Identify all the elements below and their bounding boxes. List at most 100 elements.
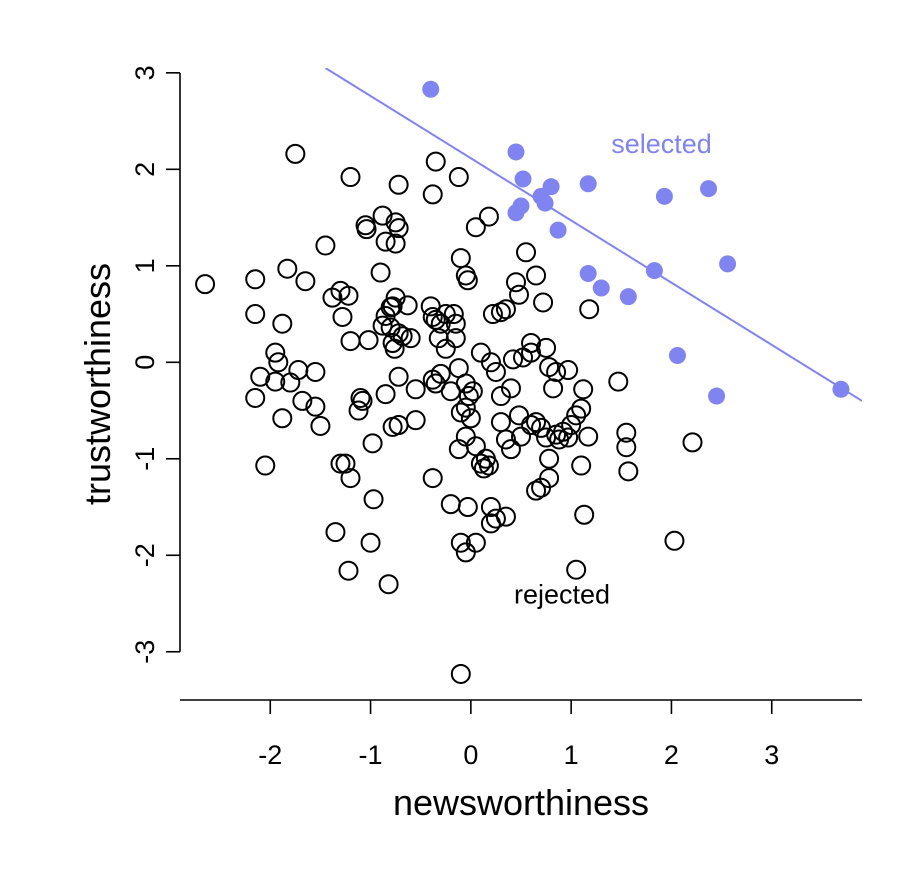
point-selected (655, 187, 673, 205)
point-rejected (482, 304, 503, 325)
point-selected (536, 194, 554, 212)
series-selected (422, 80, 850, 405)
point-selected (645, 262, 663, 280)
point-rejected (682, 432, 703, 453)
point-rejected (285, 143, 306, 164)
point-rejected (465, 436, 486, 457)
point-rejected (295, 271, 316, 292)
annotation-selected: selected (611, 129, 712, 159)
point-rejected (571, 398, 592, 419)
point-rejected (485, 361, 506, 382)
point-rejected (508, 284, 529, 305)
point-selected (579, 265, 597, 283)
point-selected (514, 170, 532, 188)
point-rejected (370, 262, 391, 283)
point-rejected (315, 235, 336, 256)
point-rejected (375, 231, 396, 252)
x-tick-label: 3 (764, 740, 779, 770)
point-rejected (521, 415, 542, 436)
y-tick-label: -3 (130, 640, 160, 664)
point-rejected (388, 415, 409, 436)
point-rejected (445, 328, 466, 349)
point-rejected (245, 269, 266, 290)
point-rejected (385, 233, 406, 254)
point-rejected (470, 453, 491, 474)
point-rejected (430, 313, 451, 334)
point-rejected (578, 426, 599, 447)
point-rejected (616, 422, 637, 443)
point-rejected (457, 497, 478, 518)
point-selected (579, 175, 597, 193)
point-rejected (422, 184, 443, 205)
point-rejected (443, 304, 464, 325)
point-rejected (543, 378, 564, 399)
point-rejected (277, 258, 298, 279)
point-rejected (561, 415, 582, 436)
y-tick-label: -2 (130, 543, 160, 567)
point-rejected (450, 532, 471, 553)
point-rejected (255, 455, 276, 476)
point-rejected (533, 292, 554, 313)
x-axis-label: newsworthiness (393, 782, 649, 823)
point-rejected (272, 408, 293, 429)
x-tick-label: 2 (664, 740, 679, 770)
point-rejected (485, 508, 506, 529)
x-tick-label: -1 (359, 740, 383, 770)
point-rejected (505, 272, 526, 293)
point-rejected (265, 342, 286, 363)
point-rejected (288, 360, 309, 381)
point-rejected (526, 265, 547, 286)
point-rejected (375, 305, 396, 326)
point-rejected (526, 412, 547, 433)
x-tick-label: -2 (258, 740, 282, 770)
point-rejected (608, 371, 629, 392)
point-rejected (490, 386, 511, 407)
point-rejected (571, 455, 592, 476)
point-rejected (462, 381, 483, 402)
annotation-rejected: rejected (514, 580, 610, 610)
point-rejected (435, 338, 456, 359)
point-rejected (195, 274, 216, 295)
point-rejected (445, 313, 466, 334)
point-rejected (338, 560, 359, 581)
point-rejected (511, 426, 531, 447)
point-rejected (473, 458, 494, 479)
point-rejected (457, 270, 478, 291)
point-rejected (335, 453, 356, 474)
point-rejected (348, 400, 369, 421)
point-selected (507, 204, 525, 222)
point-rejected (531, 477, 552, 498)
point-rejected (480, 352, 501, 373)
point-rejected (546, 361, 567, 382)
y-tick-label: 1 (130, 258, 160, 273)
point-rejected (455, 373, 476, 394)
point-rejected (372, 205, 393, 226)
point-rejected (332, 306, 353, 327)
point-rejected (516, 242, 537, 263)
point-rejected (363, 489, 384, 510)
point-selected (507, 143, 525, 161)
series-rejected (195, 143, 703, 684)
point-rejected (536, 337, 557, 358)
point-rejected (573, 379, 594, 400)
x-tick-label: 1 (564, 740, 579, 770)
point-rejected (450, 402, 471, 423)
axes: -2 -1 0 1 2 3 -3 -2 -1 0 1 2 3 (130, 65, 862, 770)
point-selected (719, 255, 737, 273)
point-rejected (388, 218, 409, 239)
point-selected (832, 380, 850, 398)
point-rejected (422, 468, 443, 489)
point-rejected (579, 299, 600, 320)
selection-threshold-line (324, 68, 862, 402)
point-selected (549, 221, 567, 239)
point-rejected (500, 378, 521, 399)
point-rejected (310, 415, 331, 436)
point-rejected (495, 299, 516, 320)
point-rejected (305, 396, 326, 417)
point-rejected (405, 379, 426, 400)
y-tick-label: 3 (130, 65, 160, 80)
point-rejected (490, 302, 511, 323)
point-rejected (388, 174, 409, 195)
point-rejected (495, 429, 516, 450)
